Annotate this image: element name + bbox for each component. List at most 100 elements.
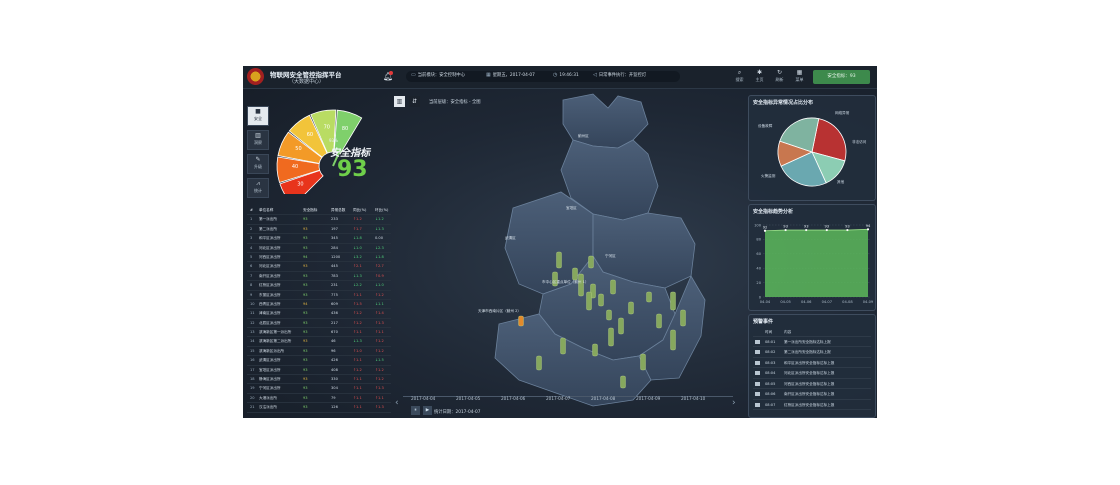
timeline-date[interactable]: 2017-04-07 — [546, 396, 571, 401]
table-row[interactable]: 21 汉沽派出所 93 126 ↑1.1 ↑1.3 — [247, 403, 391, 413]
table-row[interactable]: 20 大港派出所 93 79 ↑1.1 ↑1.1 — [247, 394, 391, 404]
data-point[interactable] — [805, 228, 808, 232]
sidenav-item-bar-chart[interactable]: ▥ 洞察 — [247, 130, 269, 150]
table-row[interactable]: 1 第一派出所 93 233 ↑1.2 ↓1.2 — [247, 215, 391, 225]
map-site-marker[interactable] — [552, 271, 558, 287]
map-site-marker[interactable] — [588, 255, 594, 269]
data-point[interactable] — [784, 228, 787, 232]
map-site-marker[interactable] — [640, 353, 646, 371]
table-row[interactable]: 4 河北区派出所 93 284 ↓1.0 ↓2.3 — [247, 244, 391, 253]
table-cell: 西青区派出所 — [259, 301, 281, 306]
map-site-marker[interactable] — [572, 267, 578, 281]
table-row[interactable]: 13 滨海新区第一派出所 93 670 ↑1.1 ↑1.1 — [247, 328, 391, 338]
pie-slice[interactable] — [811, 118, 847, 162]
y-tick-label: 80 — [756, 238, 761, 242]
table-row[interactable]: 2 第二派出所 93 197 ↑1.7 ↓1.3 — [247, 225, 391, 235]
map-site-marker[interactable] — [680, 309, 686, 327]
table-row[interactable]: 19 宁河区派出所 93 304 ↑1.1 ↑1.3 — [247, 384, 391, 394]
event-row[interactable]: 08:04 河北区派出所安全指标达标上报 — [753, 369, 871, 379]
table-row[interactable]: 3 和平区派出所 93 345 ↓1.8 0.00 — [247, 234, 391, 244]
line-chart-icon: ⩘ — [256, 180, 260, 187]
pie-slice[interactable] — [780, 151, 827, 187]
map-site-marker[interactable] — [606, 309, 612, 321]
timeline-date[interactable]: 2017-04-10 — [681, 396, 706, 401]
map-site-marker[interactable] — [586, 291, 592, 311]
table-row[interactable]: 8 红桥区派出所 93 231 ↓2.2 ↓1.0 — [247, 281, 391, 291]
event-row[interactable]: 08:07 红桥区派出所安全指标达标上报 — [753, 400, 871, 410]
timeline-stop-button[interactable]: ⏸ — [411, 406, 420, 415]
timeline-date[interactable]: 2017-04-08 — [591, 396, 616, 401]
map-site-marker[interactable] — [608, 327, 614, 347]
data-point[interactable] — [825, 228, 828, 232]
search-button[interactable]: ⌕ 搜索 — [730, 68, 749, 86]
map-site-marker[interactable] — [598, 293, 604, 307]
timeline-prev-icon[interactable]: ‹ — [395, 398, 399, 408]
grid-button[interactable]: ▦ 菜单 — [790, 68, 809, 86]
map-region-upper[interactable] — [560, 139, 659, 221]
map-region-north[interactable] — [562, 93, 649, 149]
map-site-marker[interactable] — [556, 251, 562, 269]
timeline-date[interactable]: 2017-04-06 — [501, 396, 526, 401]
table-row[interactable]: 7 南开区派出所 93 783 ↓1.3 ↑0.9 — [247, 272, 391, 282]
sidenav-item-wrench[interactable]: ✎ 升级 — [247, 154, 269, 174]
pie-slice[interactable] — [779, 117, 820, 153]
events-panel-title: 预警事件 — [753, 319, 774, 325]
data-point[interactable] — [866, 228, 870, 231]
event-row[interactable]: 08:03 和平区派出所安全指标达标上报 — [753, 358, 871, 368]
safety-index-button[interactable]: 安全指标：93 — [813, 70, 870, 84]
event-row[interactable]: 08:01 第一派出所安全指标达标上报 — [753, 337, 871, 347]
map-site-marker[interactable] — [618, 317, 624, 335]
map-mode-toggle-button[interactable]: ⇵ — [409, 96, 420, 107]
timeline-next-icon[interactable]: › — [732, 398, 736, 408]
table-row[interactable]: 5 河西区派出所 94 1200 ↓3.2 ↓1.8 — [247, 253, 391, 263]
table-row[interactable]: 15 滨海新区派出所 93 96 ↑1.0 ↑1.2 — [247, 347, 391, 357]
map-site-marker[interactable] — [590, 283, 596, 299]
map-site-marker[interactable] — [592, 343, 598, 357]
event-row[interactable]: 08:02 第二派出所安全指标达标上报 — [753, 348, 871, 358]
table-row[interactable]: 6 河北区派出所 93 445 ↑2.1 ↑2.7 — [247, 262, 391, 272]
map-site-marker[interactable] — [656, 313, 662, 329]
map-site-marker[interactable] — [560, 337, 566, 355]
event-row[interactable]: 08:05 河西区派出所安全指标达标上报 — [753, 379, 871, 389]
event-content: 第二派出所安全指标达标上报 — [784, 350, 831, 354]
map-mode-bar-button[interactable]: ▥ — [394, 96, 405, 107]
map-site-marker[interactable] — [578, 273, 584, 297]
toolbar-label: 主页 — [755, 77, 764, 82]
event-row[interactable]: 08:06 南开区派出所安全指标达标上报 — [753, 390, 871, 400]
timeline-play-button[interactable]: ▶ — [423, 406, 432, 415]
wrench-icon: ✎ — [255, 156, 261, 163]
events-header-content: 内容 — [784, 329, 792, 334]
map-site-marker[interactable] — [646, 291, 652, 303]
map-site-marker[interactable] — [610, 279, 616, 295]
table-row[interactable]: 12 北辰区派出所 93 217 ↑1.2 ↑1.3 — [247, 319, 391, 329]
timeline-date[interactable]: 2017-04-09 — [636, 396, 661, 401]
table-row[interactable]: 17 宝坻区派出所 93 408 ↑1.2 ↑1.2 — [247, 366, 391, 376]
map-site-marker[interactable] — [670, 329, 676, 351]
map-site-marker[interactable] — [518, 315, 524, 327]
data-point[interactable] — [763, 229, 767, 232]
district-map[interactable] — [443, 88, 733, 413]
table-cell: ↓1.0 — [353, 245, 362, 250]
table-cell: ↑1.2 — [353, 217, 362, 222]
map-site-marker[interactable] — [536, 355, 542, 371]
sidenav-item-lock[interactable]: ■ 安全 — [247, 106, 269, 126]
table-row[interactable]: 16 武清区派出所 93 426 ↑1.1 ↓1.5 — [247, 356, 391, 366]
sidenav-item-line-chart[interactable]: ⩘ 统计 — [247, 178, 269, 198]
timeline-date[interactable]: 2017-04-04 — [411, 396, 436, 401]
data-point[interactable] — [846, 228, 849, 232]
table-row[interactable]: 18 静海区派出所 93 330 ↑1.1 ↑1.2 — [247, 375, 391, 385]
map-site-marker[interactable] — [670, 291, 676, 311]
table-row[interactable]: 14 滨海新区第二派出所 93 46 ↓1.3 ↑1.2 — [247, 337, 391, 347]
refresh-button[interactable]: ↻ 刷新 — [770, 68, 789, 86]
pie-label-illegal: 非法访问 — [852, 140, 867, 144]
bell-icon[interactable]: 🔔︎ — [383, 72, 394, 81]
table-row[interactable]: 10 西青区派出所 94 609 ↑1.5 ↓1.1 — [247, 300, 391, 310]
table-row[interactable]: 11 津南区派出所 93 436 ↑1.2 ↑1.4 — [247, 309, 391, 319]
map-site-marker[interactable] — [628, 301, 634, 315]
timeline-date[interactable]: 2017-04-05 — [456, 396, 481, 401]
x-tick-label: 04-04 — [760, 300, 771, 304]
app-title: 物联网安全管控指挥平台 — [270, 71, 342, 79]
table-row[interactable]: 9 东丽区派出所 93 775 ↑1.1 ↑1.2 — [247, 291, 391, 300]
map-site-marker[interactable] — [620, 375, 626, 389]
home-button[interactable]: ✱ 主页 — [750, 68, 769, 86]
